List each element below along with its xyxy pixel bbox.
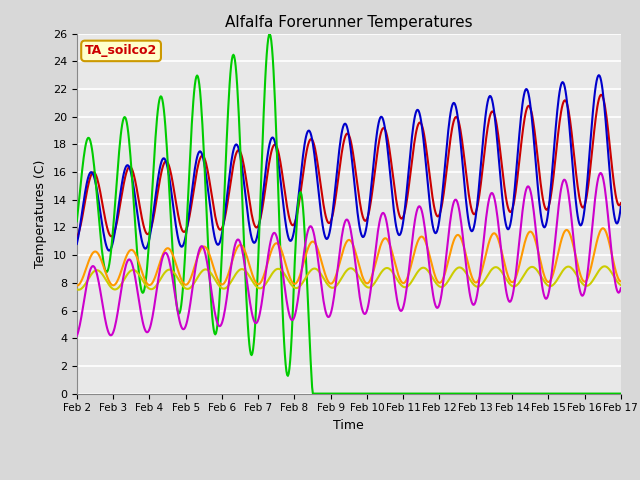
X-axis label: Time: Time xyxy=(333,419,364,432)
Text: TA_soilco2: TA_soilco2 xyxy=(85,44,157,58)
Y-axis label: Temperatures (C): Temperatures (C) xyxy=(35,159,47,268)
Title: Alfalfa Forerunner Temperatures: Alfalfa Forerunner Temperatures xyxy=(225,15,472,30)
